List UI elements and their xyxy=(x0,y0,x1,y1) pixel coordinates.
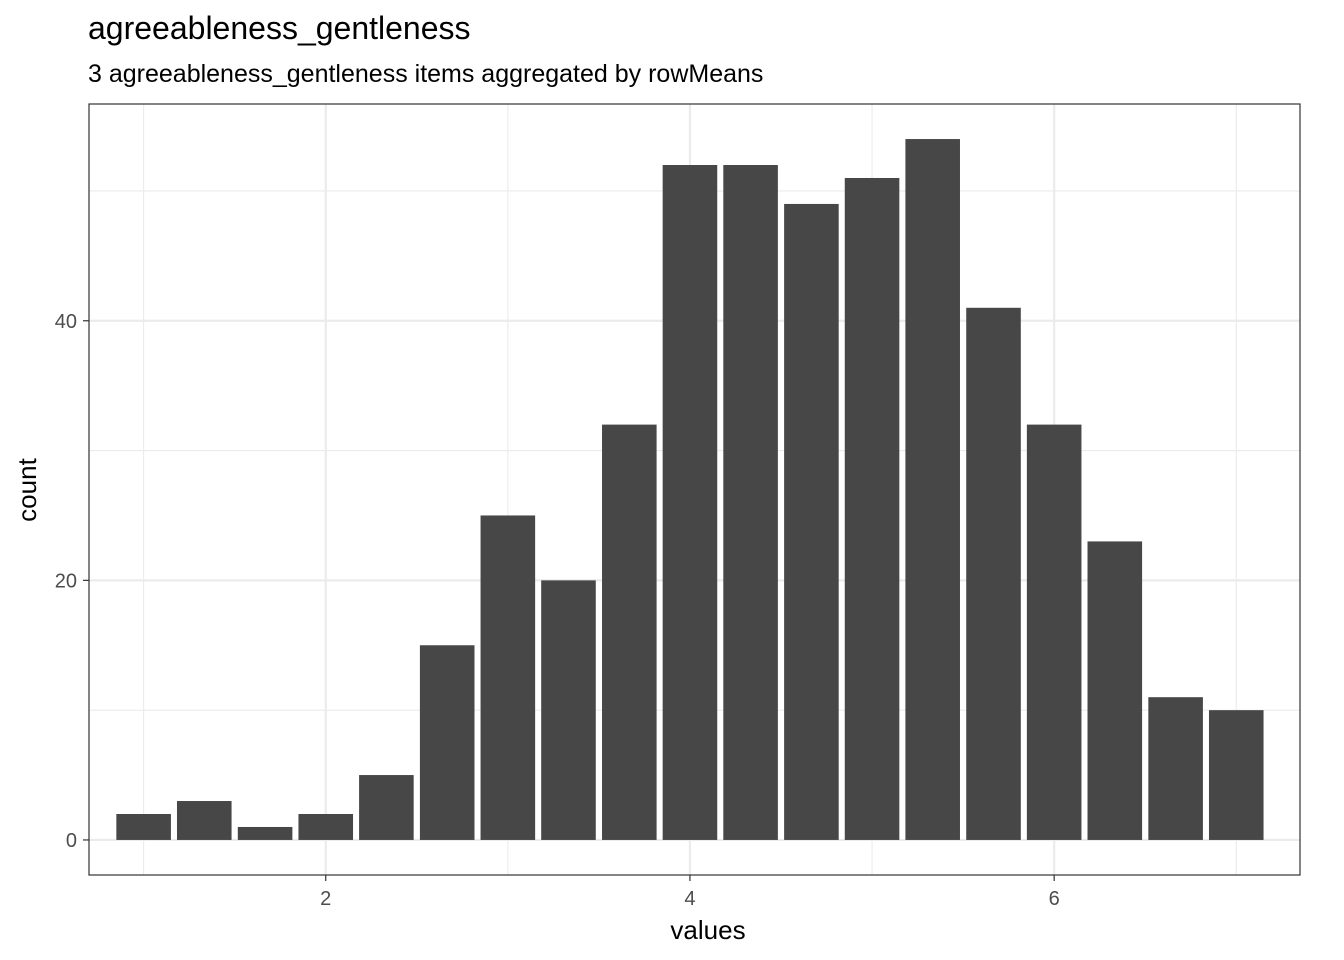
x-tick-label: 6 xyxy=(1049,888,1060,910)
bar xyxy=(237,826,293,840)
x-axis-title: values xyxy=(670,915,745,945)
y-axis-ticks: 0 20 40 xyxy=(55,311,89,852)
x-tick-label: 4 xyxy=(684,888,695,910)
chart-title: agreeableness_gentleness xyxy=(88,10,471,46)
x-tick-label: 2 xyxy=(320,888,331,910)
bar xyxy=(602,424,657,840)
bar xyxy=(480,515,536,840)
bar xyxy=(905,139,960,840)
bar xyxy=(1087,541,1143,840)
bars xyxy=(116,139,1264,840)
y-tick-label: 40 xyxy=(55,311,77,333)
bar xyxy=(541,580,596,840)
bar xyxy=(1148,697,1203,840)
bar xyxy=(176,801,232,840)
bar xyxy=(844,177,900,840)
bar xyxy=(116,813,171,840)
bar xyxy=(359,775,414,840)
bar xyxy=(298,813,354,840)
y-tick-label: 0 xyxy=(66,830,77,852)
bar xyxy=(1208,710,1264,840)
bar xyxy=(662,165,718,840)
bar xyxy=(784,203,839,840)
bar xyxy=(723,165,778,840)
x-axis-ticks: 2 4 6 xyxy=(320,875,1060,910)
chart-subtitle: 3 agreeableness_gentleness items aggrega… xyxy=(88,60,763,88)
panel-border xyxy=(88,103,1301,876)
y-axis-title: count xyxy=(12,457,42,521)
bar xyxy=(1026,424,1082,840)
y-tick-label: 20 xyxy=(55,570,77,592)
bar xyxy=(419,645,475,840)
bar xyxy=(966,307,1021,840)
